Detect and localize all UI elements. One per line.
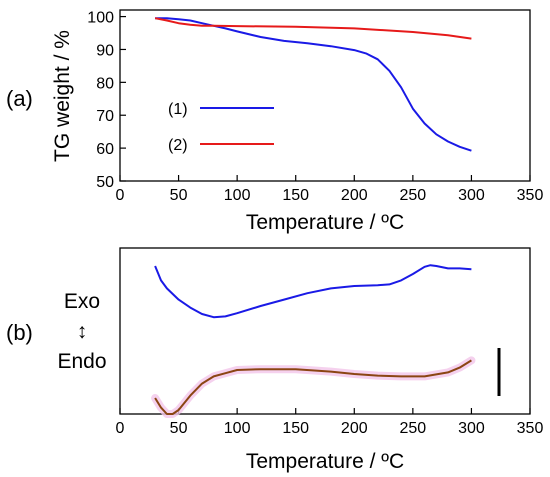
panel-a-y-tick-label: 60 bbox=[96, 141, 114, 158]
panel-b-x-tick-label: 50 bbox=[170, 420, 188, 437]
panel-b-x-tick-label: 150 bbox=[282, 420, 309, 437]
panel-b-chart: 0 50 100 150 200 250 300 350 Temperature / ºC bbox=[116, 247, 544, 473]
exo-label: Exo bbox=[64, 290, 100, 313]
panel-a-y-tick-label: 100 bbox=[87, 10, 114, 27]
panel-a-y-tick-label: 70 bbox=[96, 108, 114, 125]
panel-a-y-axis-label: TG weight / % bbox=[51, 30, 74, 162]
panel-b-x-tick-label: 100 bbox=[224, 420, 251, 437]
panel-b-series-band-2 bbox=[151, 356, 476, 418]
panel-b-x-tick-label: 300 bbox=[458, 420, 485, 437]
panel-a-x-tick-label: 150 bbox=[282, 187, 309, 204]
panel-a-frame bbox=[119, 9, 531, 182]
endo-label: Endo bbox=[57, 350, 106, 373]
panel-b-series bbox=[151, 264, 476, 418]
panel-a-x-tick-label: 100 bbox=[224, 187, 251, 204]
panel-a-y-tick-label: 90 bbox=[96, 42, 114, 59]
legend-label-2: (2) bbox=[168, 137, 188, 154]
panel-a-series-line-2 bbox=[154, 17, 472, 40]
legend: (1) (2) bbox=[168, 101, 274, 154]
panel-b-series-line-2 bbox=[154, 359, 472, 415]
panel-b-x-ticks: 0 50 100 150 200 250 300 350 bbox=[116, 408, 544, 437]
panel-a-x-axis-label: Temperature / ºC bbox=[246, 211, 404, 234]
panel-a-series bbox=[154, 17, 472, 152]
panel-b-frame bbox=[119, 247, 531, 415]
panel-a-x-tick-label: 350 bbox=[517, 187, 544, 204]
heat-flow-arrow: ↕ bbox=[77, 320, 88, 343]
panel-a-x-tick-label: 0 bbox=[116, 187, 125, 204]
panel-a-x-tick-label: 300 bbox=[458, 187, 485, 204]
panel-a-x-ticks: 0 50 100 150 200 250 300 350 bbox=[116, 175, 544, 204]
panel-a-label: (a) bbox=[6, 86, 33, 111]
panel-a-x-tick-label: 50 bbox=[170, 187, 188, 204]
panel-a-y-tick-label: 50 bbox=[96, 174, 114, 191]
panel-b-x-tick-label: 350 bbox=[517, 420, 544, 437]
panel-a-x-tick-label: 250 bbox=[400, 187, 427, 204]
panel-a-y-tick-label: 80 bbox=[96, 75, 114, 92]
panel-b-x-tick-label: 0 bbox=[116, 420, 125, 437]
panel-b-series-line-1 bbox=[154, 264, 472, 319]
panel-b-x-tick-label: 200 bbox=[341, 420, 368, 437]
legend-label-1: (1) bbox=[168, 101, 188, 118]
panel-b-label: (b) bbox=[6, 320, 33, 345]
panel-a-y-ticks: 50 60 70 80 90 100 bbox=[87, 10, 126, 191]
panel-b-x-axis-label: Temperature / ºC bbox=[246, 450, 404, 473]
panel-a-x-tick-label: 200 bbox=[341, 187, 368, 204]
panel-a-series-line-1 bbox=[155, 17, 472, 152]
panel-b-x-tick-label: 250 bbox=[400, 420, 427, 437]
